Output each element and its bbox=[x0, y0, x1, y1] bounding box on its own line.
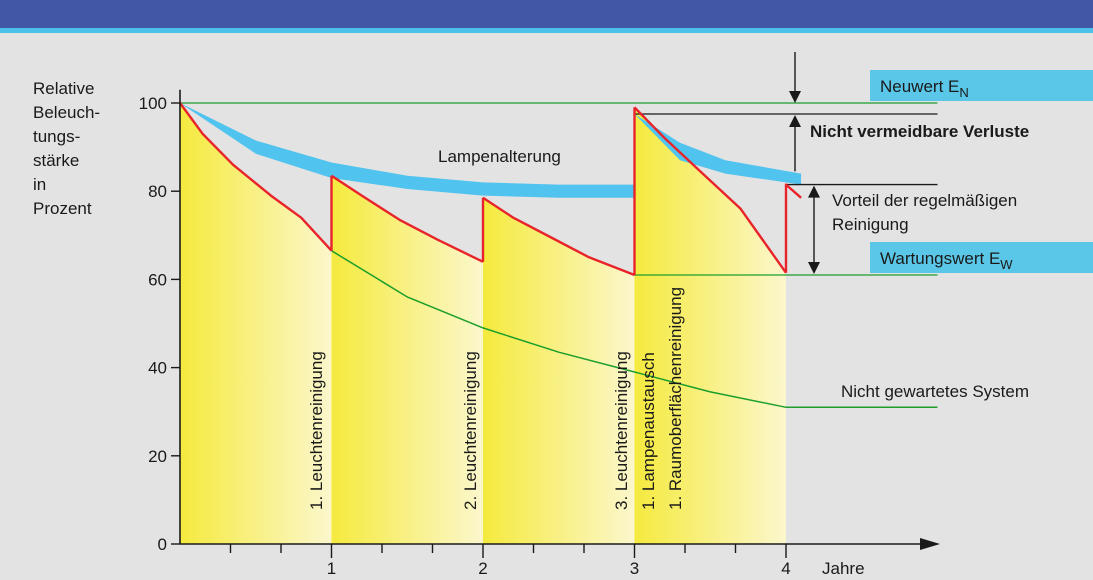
y-tick-label-60: 60 bbox=[148, 270, 167, 289]
maintained-series-segment-3 bbox=[330, 174, 484, 263]
x-tick-label-2: 2 bbox=[478, 559, 487, 578]
x-axis-arrowhead bbox=[920, 538, 940, 550]
y-axis-label-line-2: Beleuch- bbox=[33, 103, 100, 122]
y-axis-label: Relative Beleuch- tungs- stärke in Proze… bbox=[33, 79, 105, 218]
losses-arrowhead bbox=[789, 115, 801, 128]
event-label-lamp-replacement: 1. Lampenaustausch bbox=[639, 352, 658, 510]
series-lines bbox=[179, 102, 938, 409]
x-tick-label-3: 3 bbox=[630, 559, 639, 578]
y-tick-label-20: 20 bbox=[148, 447, 167, 466]
event-label-cleaning-2: 2. Leuchtenreinigung bbox=[461, 351, 480, 510]
cleaning-advantage-line-1: Vorteil der regelmäßigen bbox=[832, 191, 1017, 210]
maintained-series-segment-1 bbox=[179, 102, 333, 252]
y-tick-label-80: 80 bbox=[148, 182, 167, 201]
maintained-series-segment-5 bbox=[482, 196, 635, 277]
y-axis-label-line-5: in bbox=[33, 175, 46, 194]
maintenance-area-4 bbox=[634, 107, 786, 545]
cleaning-advantage-label: Vorteil der regelmäßigen Reinigung bbox=[832, 191, 1022, 234]
reference-lines bbox=[180, 102, 938, 276]
lamp-aging-band-1 bbox=[180, 103, 635, 198]
wartungswert-box bbox=[870, 242, 1093, 273]
cleaning-advantage-arrowhead-down bbox=[808, 261, 820, 274]
x-tick-label-4: 4 bbox=[781, 559, 790, 578]
x-tick-label-1: 1 bbox=[327, 559, 336, 578]
axes: 0 20 40 60 80 100 1 2 3 4 bbox=[139, 89, 940, 578]
y-tick-label-40: 40 bbox=[148, 359, 167, 378]
header-bar bbox=[0, 0, 1093, 28]
neuwert-box bbox=[870, 70, 1093, 101]
unmaintained-series-line bbox=[331, 250, 938, 409]
wartungswert-label: Wartungswert EW bbox=[880, 249, 1013, 272]
event-label-cleaning-1: 1. Leuchtenreinigung bbox=[307, 351, 326, 510]
y-tick-label-0: 0 bbox=[158, 535, 167, 554]
maintenance-area-3 bbox=[483, 197, 635, 545]
y-axis-label-line-1: Relative bbox=[33, 79, 94, 98]
y-tick-label-100: 100 bbox=[139, 94, 167, 113]
y-axis-label-line-6: Prozent bbox=[33, 199, 92, 218]
unmaintained-system-label: Nicht gewartetes System bbox=[841, 382, 1029, 401]
label-boxes: Neuwert EN Wartungswert EW bbox=[870, 70, 1093, 273]
maintained-series-segment-8 bbox=[784, 183, 802, 273]
neuwert-arrowhead bbox=[789, 91, 801, 103]
event-label-room-cleaning: 1. Raumoberflächenreinigung bbox=[666, 287, 685, 510]
y-axis-label-line-3: tungs- bbox=[33, 127, 80, 146]
event-label-cleaning-3: 3. Leuchtenreinigung bbox=[612, 351, 631, 510]
lamp-aging-bands bbox=[180, 103, 802, 198]
wartungswert-label-sub: W bbox=[1000, 257, 1013, 272]
annotation-arrows bbox=[789, 52, 820, 274]
maintenance-fill-areas bbox=[180, 103, 786, 545]
cleaning-advantage-line-2: Reinigung bbox=[832, 215, 909, 234]
lamp-aging-label: Lampenalterung bbox=[438, 147, 561, 166]
y-axis-label-line-4: stärke bbox=[33, 151, 79, 170]
maintenance-area-2 bbox=[331, 175, 483, 545]
header-stripe bbox=[0, 28, 1093, 33]
maintained-series-segment-7 bbox=[633, 106, 787, 274]
x-axis-unit-label: Jahre bbox=[822, 559, 865, 578]
chart-text: Relative Beleuch- tungs- stärke in Proze… bbox=[33, 79, 1029, 578]
neuwert-label: Neuwert EN bbox=[880, 77, 969, 100]
neuwert-label-sub: N bbox=[959, 85, 968, 100]
lamp-aging-band-2 bbox=[634, 114, 802, 185]
unavoidable-losses-label: Nicht vermeidbare Verluste bbox=[810, 122, 1029, 141]
cleaning-advantage-arrowhead-up bbox=[808, 185, 820, 198]
